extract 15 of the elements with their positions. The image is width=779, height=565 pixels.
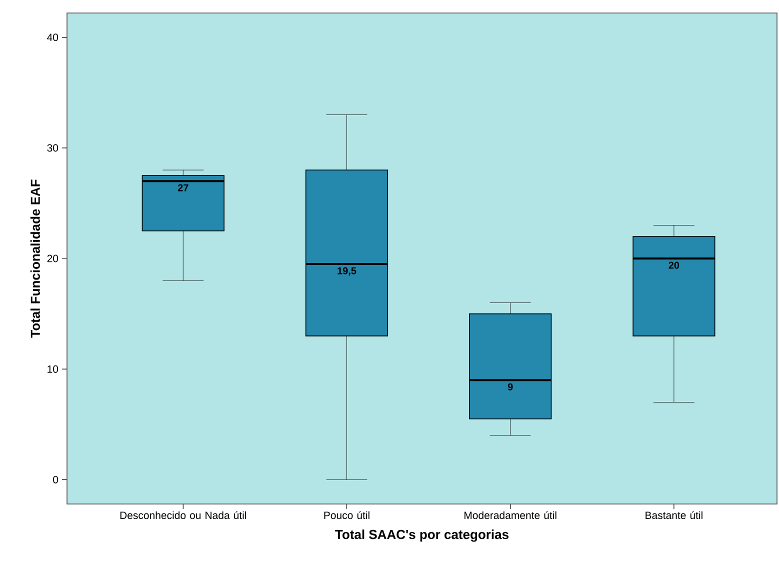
annotation: 27: [178, 184, 188, 192]
y-tick-label: 0: [53, 476, 58, 484]
x-axis-title: Total SAAC's por categorias: [335, 530, 508, 542]
x-tick-label: Desconhecido ou Nada útil: [120, 511, 246, 520]
x-tick-label: Moderadamente útil: [464, 511, 556, 520]
y-tick-label: 10: [48, 365, 58, 373]
annotation: 19,5: [338, 267, 356, 276]
y-tick-label: 20: [47, 254, 58, 262]
annotation: 20: [668, 262, 680, 269]
y-tick-label: 40: [47, 34, 58, 42]
annotation: 9: [508, 383, 513, 390]
y-axis-title: Total Funcionalidade EAF: [30, 180, 40, 338]
x-tick-label: Pouco útil: [324, 511, 370, 520]
y-tick-label: 30: [47, 144, 58, 152]
x-tick-label: Bastante útil: [646, 511, 702, 520]
